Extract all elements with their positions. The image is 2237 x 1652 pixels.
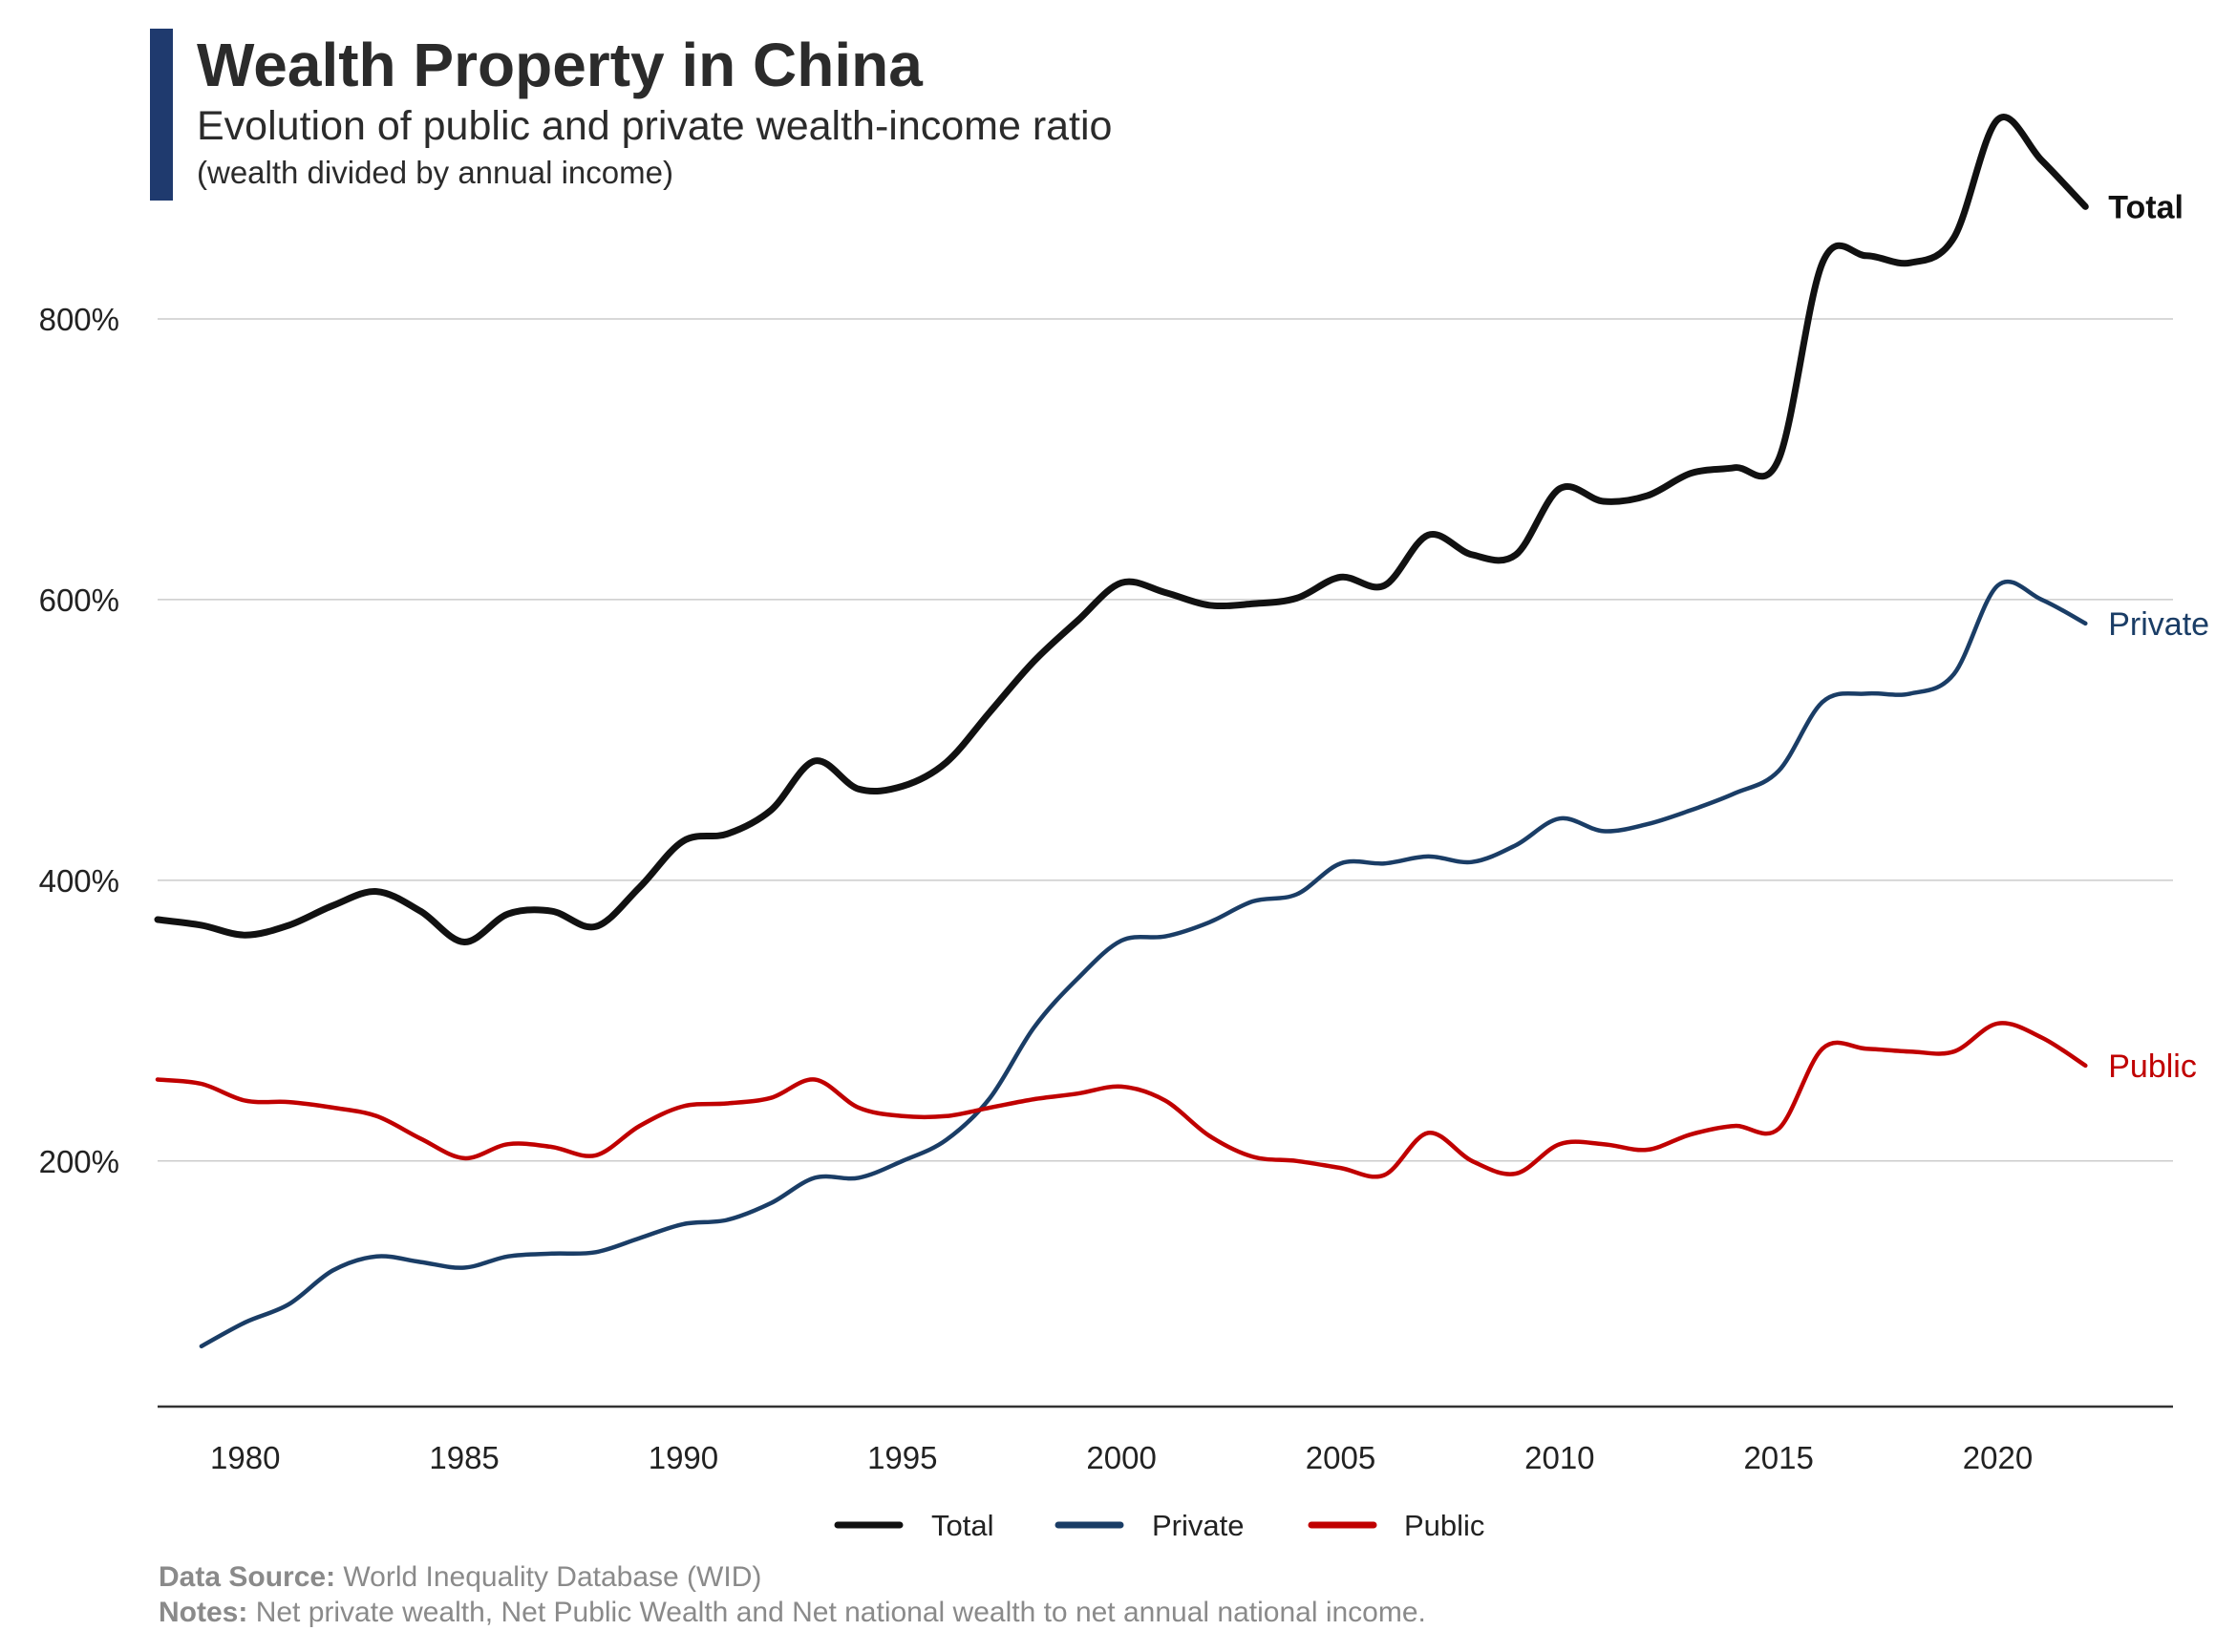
data-source-text: World Inequality Database (WID)	[343, 1561, 761, 1593]
x-tick-label: 2005	[1306, 1440, 1375, 1475]
x-tick-label: 1990	[649, 1440, 718, 1475]
x-axis-ticks: 1980 1985 1990 1995 2000 2005 2010 2015 2020	[210, 1440, 2033, 1475]
notes-text: Net private wealth, Net Public Wealth an…	[256, 1597, 1426, 1628]
y-tick-label: 600%	[39, 582, 119, 618]
series-line-total	[154, 114, 2089, 945]
end-label-private: Private	[2108, 606, 2209, 643]
chart-subtitle-note: (wealth divided by annual income)	[197, 155, 673, 190]
legend-label-total: Total	[931, 1509, 993, 1542]
y-tick-label: 800%	[39, 302, 119, 337]
x-tick-label: 2000	[1086, 1440, 1156, 1475]
chart-subtitle: Evolution of public and private wealth-i…	[197, 103, 1112, 149]
y-tick-label: 200%	[39, 1144, 119, 1179]
legend-label-private: Private	[1152, 1509, 1244, 1542]
legend-item-private[interactable]: Private	[1055, 1509, 1244, 1542]
series-line-public	[155, 1021, 2088, 1179]
gridlines	[158, 318, 2173, 1162]
data-source-note: Data Source: World Inequality Database (…	[159, 1561, 761, 1593]
chart-title: Wealth Property in China	[197, 31, 923, 99]
x-tick-label: 2015	[1743, 1440, 1813, 1475]
series-end-labels: Total Private Public	[2108, 189, 2209, 1084]
legend: Total Private Public	[834, 1509, 1484, 1542]
x-tick-label: 1995	[867, 1440, 937, 1475]
series-lines	[154, 114, 2089, 1349]
series-line-private	[199, 579, 2088, 1349]
data-source-label: Data Source:	[159, 1561, 335, 1593]
y-axis-ticks: 200% 400% 600% 800%	[39, 302, 119, 1179]
legend-label-public: Public	[1404, 1509, 1484, 1542]
notes-note: Notes: Net private wealth, Net Public We…	[159, 1597, 1426, 1628]
end-label-total: Total	[2108, 189, 2184, 225]
legend-item-public[interactable]: Public	[1308, 1509, 1484, 1542]
x-tick-label: 2010	[1524, 1440, 1594, 1475]
x-tick-label: 2020	[1963, 1440, 2033, 1475]
end-label-public: Public	[2108, 1048, 2197, 1085]
title-accent-bar	[150, 29, 173, 201]
x-tick-label: 1980	[210, 1440, 280, 1475]
y-tick-label: 400%	[39, 863, 119, 899]
x-tick-label: 1985	[429, 1440, 499, 1475]
notes-label: Notes:	[159, 1597, 247, 1628]
legend-item-total[interactable]: Total	[834, 1509, 993, 1542]
